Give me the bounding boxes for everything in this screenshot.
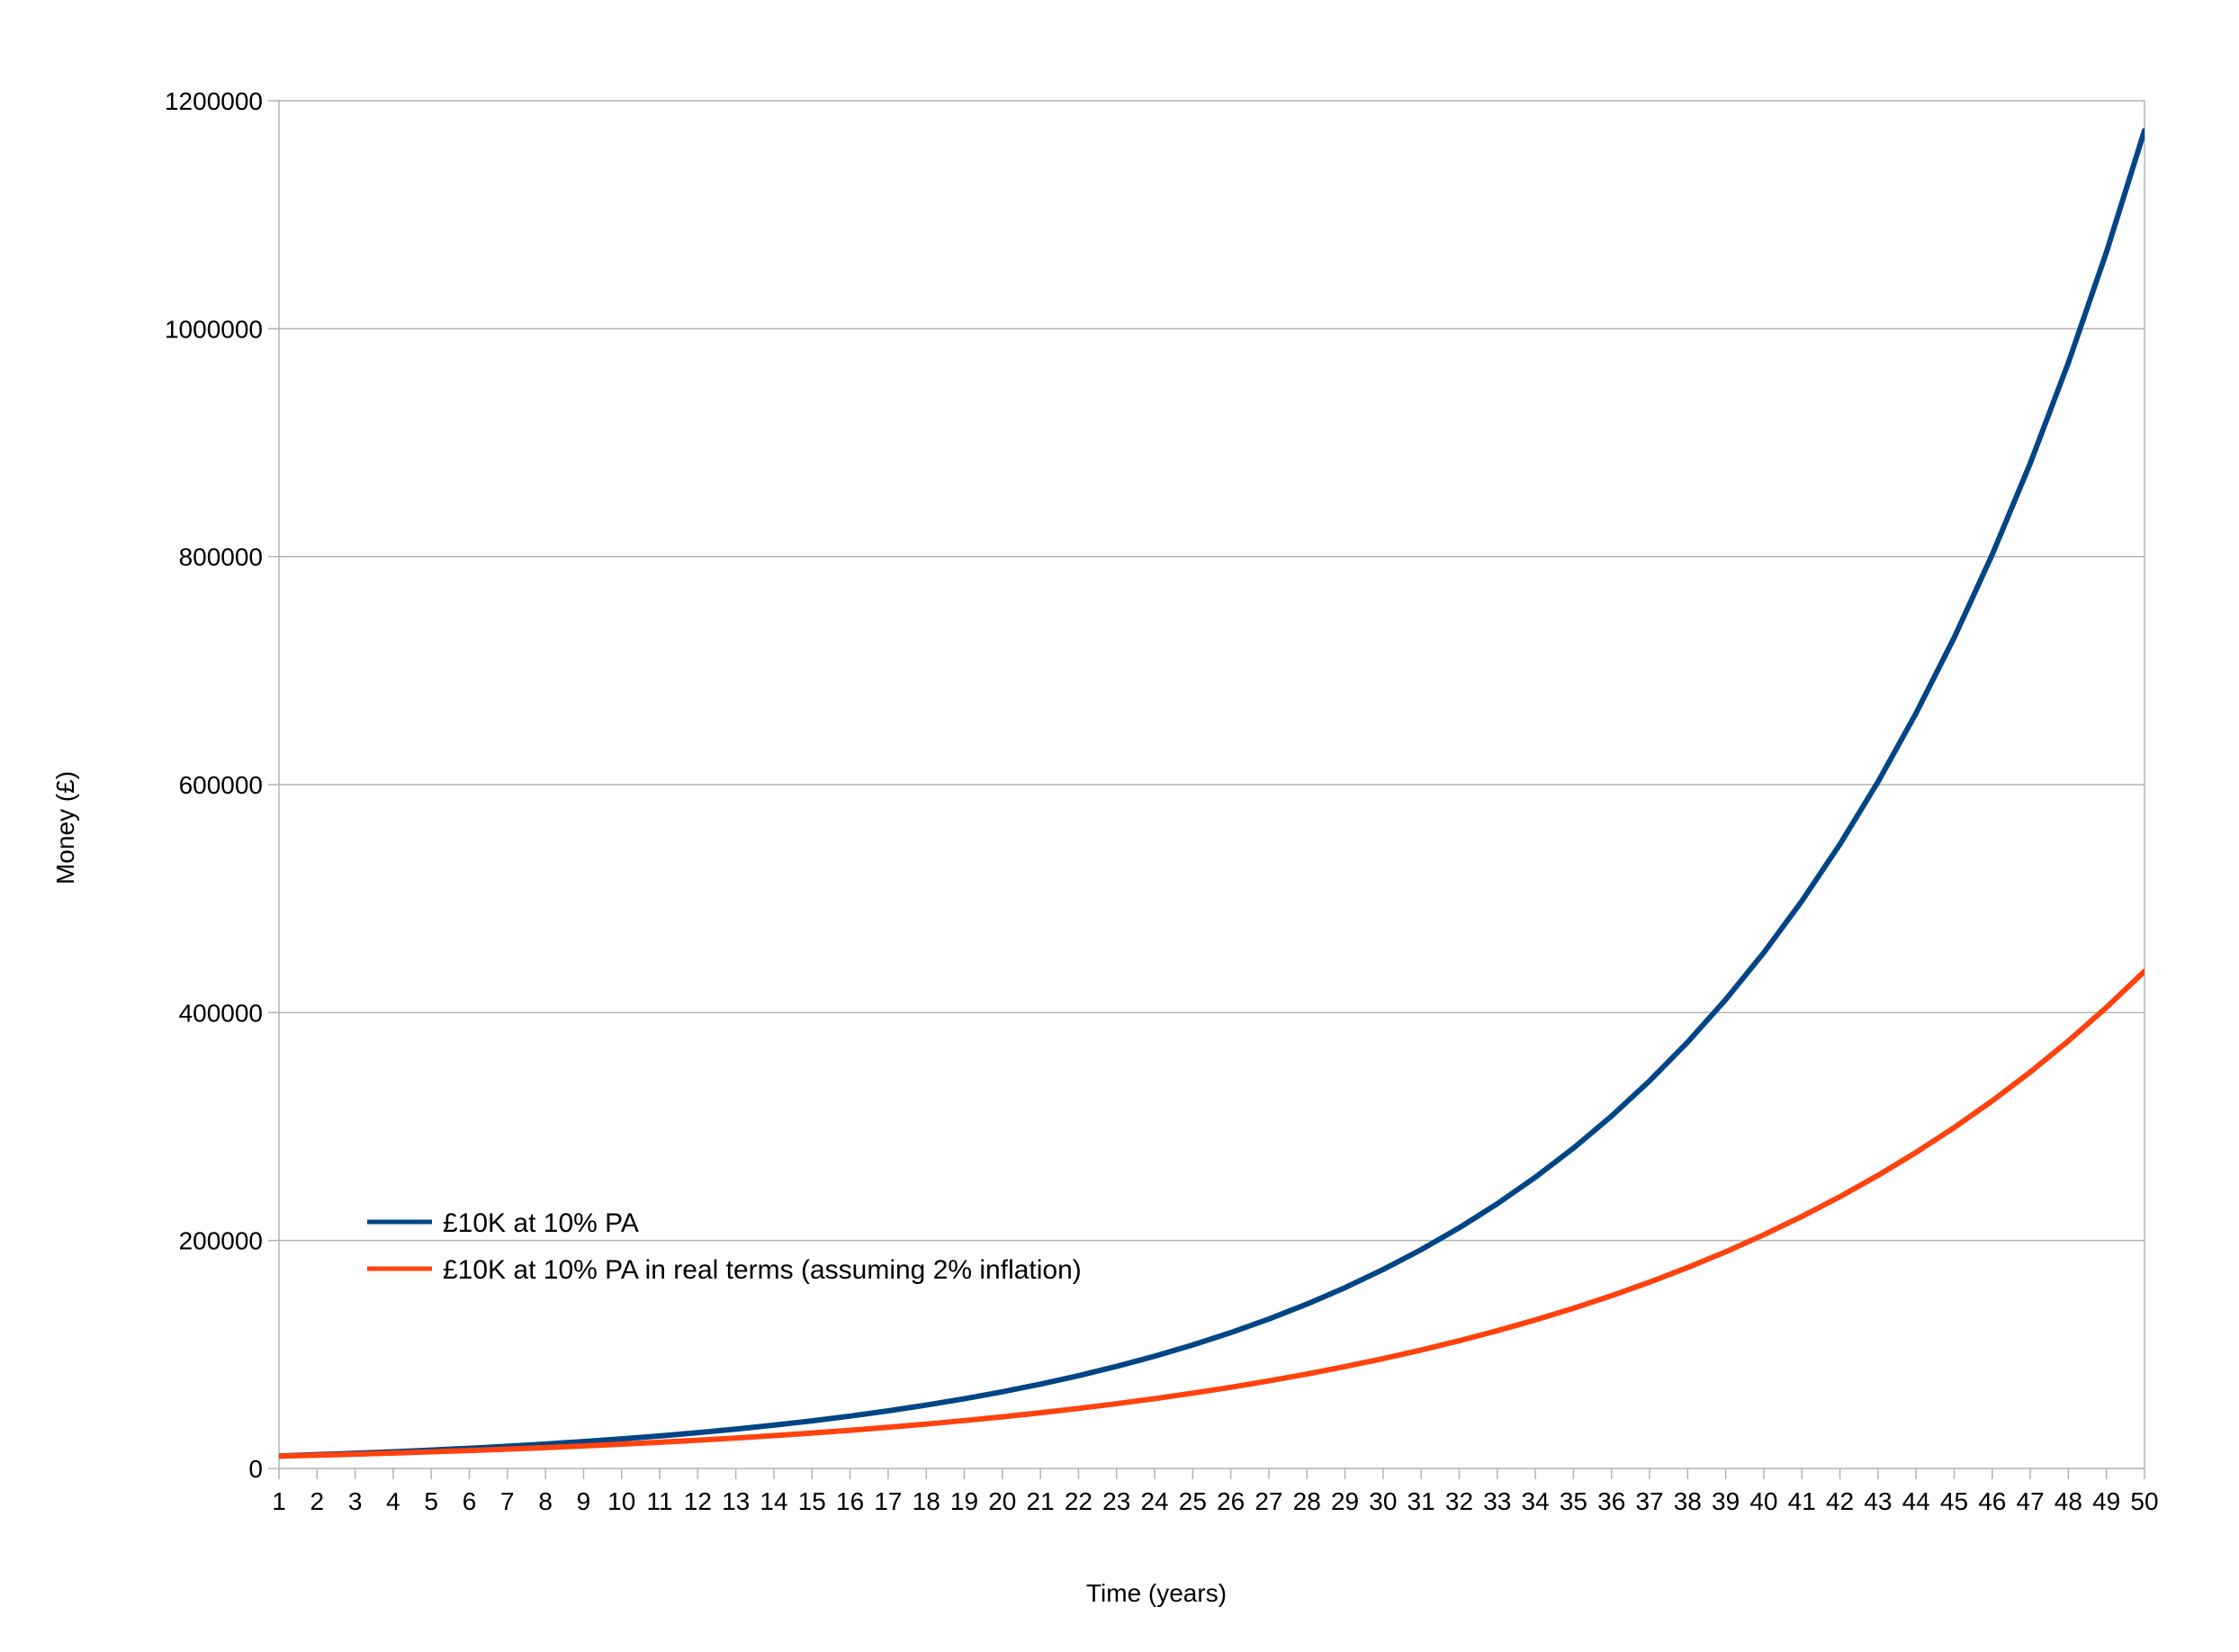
x-tick-label: 50 [2130,1487,2158,1515]
x-tick-label: 33 [1483,1487,1511,1515]
x-tick-label: 32 [1445,1487,1473,1515]
x-tick-label: 16 [836,1487,864,1515]
x-tick-label: 27 [1254,1487,1282,1515]
x-tick-label: 49 [2092,1487,2120,1515]
x-tick-label: 46 [1978,1487,2006,1515]
x-tick-label: 22 [1065,1487,1093,1515]
x-tick-label: 18 [913,1487,940,1515]
x-axis-title: Time (years) [1086,1579,1227,1607]
x-tick-label: 45 [1940,1487,1968,1515]
x-tick-label: 6 [463,1487,477,1515]
x-tick-label: 30 [1369,1487,1397,1515]
x-tick-label: 44 [1902,1487,1930,1515]
y-tick-label: 400000 [179,999,263,1027]
x-tick-label: 37 [1635,1487,1663,1515]
x-tick-label: 29 [1331,1487,1359,1515]
legend-label-series-2: £10K at 10% PA in real terms (assuming 2… [443,1255,1082,1285]
x-tick-label: 23 [1102,1487,1130,1515]
x-tick-label: 21 [1027,1487,1055,1515]
x-tick-label: 2 [310,1487,325,1515]
x-tick-label: 20 [988,1487,1016,1515]
x-tick-label: 40 [1749,1487,1777,1515]
x-tick-label: 47 [2017,1487,2045,1515]
x-tick-label: 3 [348,1487,363,1515]
x-tick-label: 39 [1712,1487,1740,1515]
x-tick-label: 34 [1522,1487,1550,1515]
legend: £10K at 10% PA £10K at 10% PA in real te… [367,1208,1082,1285]
x-tick-label: 31 [1407,1487,1435,1515]
x-tick-label: 11 [647,1487,673,1515]
x-tick-label: 38 [1674,1487,1702,1515]
y-axis-title: Money (£) [51,771,79,884]
x-tick-label: 43 [1864,1487,1892,1515]
x-tick-label: 19 [950,1487,978,1515]
x-tick-label: 12 [684,1487,712,1515]
x-tick-label: 9 [577,1487,591,1515]
tick-labels: 0 200000 400000 600000 800000 1000000 1200000 1… [165,87,2159,1515]
y-tick-label: 1000000 [165,315,263,343]
x-tick-label: 4 [386,1487,400,1515]
x-tick-label: 5 [424,1487,438,1515]
series-lines [279,128,2145,1459]
x-tick-label: 41 [1788,1487,1816,1515]
y-tick-label: 1200000 [165,87,263,115]
legend-label-series-1: £10K at 10% PA [443,1208,639,1238]
x-tick-label: 17 [874,1487,902,1515]
x-tick-label: 48 [2055,1487,2082,1515]
grid [279,100,2145,1242]
y-tick-label: 0 [248,1455,263,1483]
x-tick-label: 25 [1179,1487,1207,1515]
axes [268,100,2145,1479]
series-line-1 [279,128,2145,1459]
x-tick-label: 8 [538,1487,553,1515]
x-tick-label: 13 [722,1487,750,1515]
series-line-2 [279,968,2145,1459]
y-tick-label: 800000 [179,543,263,571]
y-tick-label: 200000 [179,1227,263,1255]
x-tick-label: 15 [798,1487,826,1515]
x-tick-label: 7 [500,1487,515,1515]
x-tick-label: 24 [1140,1487,1168,1515]
x-tick-label: 42 [1826,1487,1854,1515]
x-tick-label: 28 [1293,1487,1321,1515]
x-tick-label: 35 [1560,1487,1587,1515]
x-tick-label: 1 [272,1487,286,1515]
x-tick-label: 36 [1597,1487,1625,1515]
y-tick-label: 600000 [179,771,263,799]
x-tick-label: 10 [607,1487,635,1515]
x-tick-label: 14 [760,1487,787,1515]
x-tick-label: 26 [1217,1487,1245,1515]
